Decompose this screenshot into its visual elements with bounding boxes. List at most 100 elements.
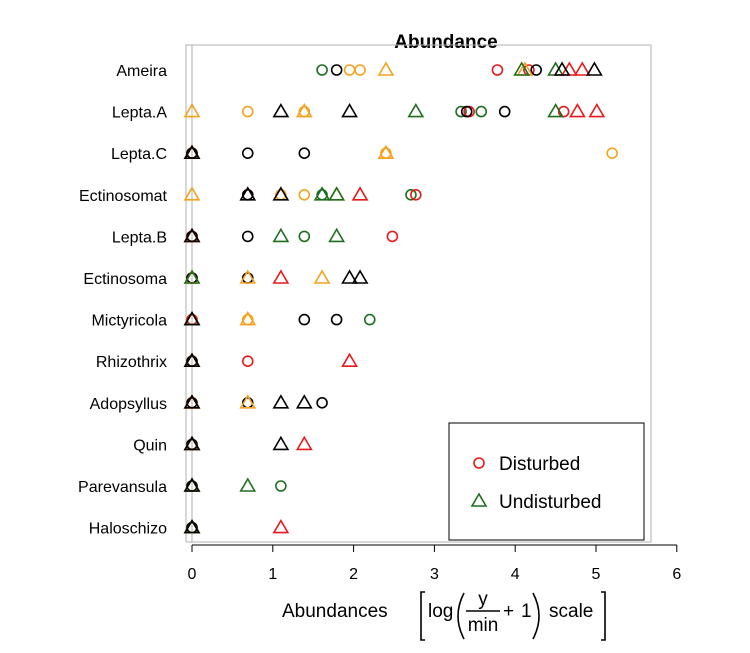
data-points <box>183 61 618 534</box>
category-label-rhizothrix: Rhizothrix <box>96 354 167 371</box>
right-paren <box>532 592 540 640</box>
data-point-circle-orange-ectinosomat <box>298 189 311 201</box>
data-point-circle-red-lepta-a <box>557 105 570 118</box>
data-point-triangle-orange-lepta-a <box>183 103 201 118</box>
data-point-triangle-red-rhizothrix <box>341 352 358 368</box>
data-point-triangle-red-ectinosomat <box>351 186 369 201</box>
data-point-circle-orange-lepta-a <box>241 105 254 118</box>
category-label-ameira: Ameira <box>116 63 167 80</box>
plot-frame <box>185 44 652 543</box>
data-point-triangle-orange-adopsyllus <box>239 394 257 409</box>
data-point-circle-green-ameira <box>316 64 328 76</box>
category-label-mictyricola: Mictyricola <box>91 313 167 330</box>
data-point-triangle-black-mictyricola <box>183 311 201 326</box>
data-point-circle-red-lepta-b <box>386 230 399 243</box>
legend-label-undisturbed: Undisturbed <box>499 492 601 513</box>
data-point-circle-green-ectinosomat <box>405 189 417 201</box>
x-tick-label: 6 <box>672 566 681 583</box>
x-tick-label: 2 <box>349 566 358 583</box>
category-label-lepta-c: Lepta.C <box>111 146 167 163</box>
one-text: 1 <box>521 601 532 622</box>
data-point-triangle-black-haloschizo <box>183 519 201 534</box>
plus-sign: + <box>503 601 514 622</box>
data-point-circle-green-lepta-a <box>455 105 467 118</box>
data-point-triangle-orange-ectinosoma <box>239 269 257 284</box>
data-point-triangle-green-ameira <box>513 61 531 76</box>
log-text: log <box>428 601 453 622</box>
data-point-triangle-green-ectinosoma <box>183 269 201 284</box>
data-point-circle-black-mictyricola <box>298 313 311 326</box>
category-label-parevansula: Parevansula <box>78 479 167 496</box>
data-point-triangle-orange-ameira <box>377 61 395 76</box>
data-point-triangle-black-ameira <box>585 61 603 76</box>
category-labels: Ameira Lepta.A Lepta.C Ectinosomat Lepta.B Ec… <box>78 63 168 538</box>
data-point-triangle-black-adopsyllus <box>183 394 201 409</box>
data-point-circle-red-ectinosomat <box>410 189 422 201</box>
data-point-triangle-red-ameira <box>560 61 578 76</box>
data-point-triangle-black-lepta-b <box>183 227 201 243</box>
category-label-adopsyllus: Adopsyllus <box>90 396 167 413</box>
data-point-triangle-black-parevansula <box>183 477 201 492</box>
x-axis-label-suffix: scale <box>549 601 593 622</box>
data-point-triangle-black-lepta-c <box>183 144 201 159</box>
data-point-triangle-red-lepta-a <box>569 103 586 118</box>
data-point-triangle-red-quin <box>295 435 313 451</box>
data-point-triangle-black-adopsyllus <box>295 394 313 409</box>
data-point-circle-orange-ameira <box>354 64 366 76</box>
data-point-circle-black-lepta-c <box>298 147 311 159</box>
category-label-quin: Quin <box>133 437 167 454</box>
category-label-lepta-a: Lepta.A <box>112 105 167 122</box>
data-point-circle-black-lepta-c <box>241 147 254 159</box>
data-point-triangle-red-ectinosoma <box>272 269 290 284</box>
data-point-triangle-green-ectinosomat <box>313 186 331 201</box>
x-tick-label: 5 <box>592 566 601 583</box>
data-point-circle-orange-ameira <box>343 64 356 76</box>
data-point-circle-black-lepta-a <box>460 105 473 118</box>
data-point-circle-green-mictyricola <box>363 313 376 326</box>
data-point-triangle-red-haloschizo <box>272 519 290 534</box>
data-point-triangle-green-lepta-b <box>272 227 290 243</box>
data-point-triangle-orange-lepta-c <box>377 144 395 159</box>
legend-label-disturbed: Disturbed <box>499 454 580 475</box>
data-point-circle-green-lepta-b <box>298 230 311 243</box>
category-label-lepta-b: Lepta.B <box>112 229 167 246</box>
data-point-triangle-orange-mictyricola <box>239 311 257 326</box>
x-tick-label: 0 <box>188 566 197 583</box>
data-point-triangle-black-ectinosoma <box>351 269 369 284</box>
data-point-triangle-orange-ectinosoma <box>313 269 331 284</box>
data-point-triangle-black-lepta-a <box>272 103 290 118</box>
data-point-circle-black-ameira <box>330 64 343 76</box>
category-label-ectinosoma: Ectinosoma <box>83 271 167 288</box>
data-point-triangle-orange-ectinosomat <box>183 186 201 201</box>
x-axis: 0 1 2 3 4 5 6 <box>188 544 681 583</box>
category-label-haloschizo: Haloschizo <box>89 521 167 538</box>
left-bracket <box>420 591 425 641</box>
data-point-triangle-black-ectinosoma <box>341 269 358 284</box>
data-point-triangle-red-ameira <box>573 61 591 76</box>
x-axis-label-prefix: Abundances <box>282 601 388 622</box>
data-point-triangle-green-lepta-a <box>547 103 564 118</box>
data-point-triangle-black-ameira <box>553 61 571 76</box>
x-tick-label: 4 <box>511 566 520 583</box>
data-point-circle-black-lepta-a <box>498 105 511 118</box>
data-point-circle-red-ameira <box>491 64 504 76</box>
legend-triangle-marker <box>470 492 488 507</box>
data-point-circle-black-mictyricola <box>330 313 343 326</box>
x-tick-label: 1 <box>268 566 277 583</box>
data-point-triangle-black-quin <box>183 435 201 451</box>
category-label-ectinosomat: Ectinosomat <box>79 188 168 205</box>
x-axis-label: Abundances log y min + 1 scale <box>282 589 606 641</box>
data-point-circle-black-adopsyllus <box>316 396 328 409</box>
chart-title: Abundance <box>394 32 497 53</box>
fraction-numerator: y <box>478 589 488 610</box>
data-point-circle-black-ameira <box>530 64 543 76</box>
data-point-triangle-orange-lepta-a <box>295 103 313 118</box>
right-bracket <box>601 591 606 641</box>
data-point-triangle-black-ectinosomat <box>272 186 290 201</box>
data-point-triangle-black-ectinosomat <box>239 186 257 201</box>
left-paren <box>457 592 465 640</box>
data-point-circle-green-lepta-a <box>475 105 488 118</box>
data-point-triangle-orange-ectinosomat <box>328 186 346 201</box>
data-point-circle-red-rhizothrix <box>241 355 254 368</box>
